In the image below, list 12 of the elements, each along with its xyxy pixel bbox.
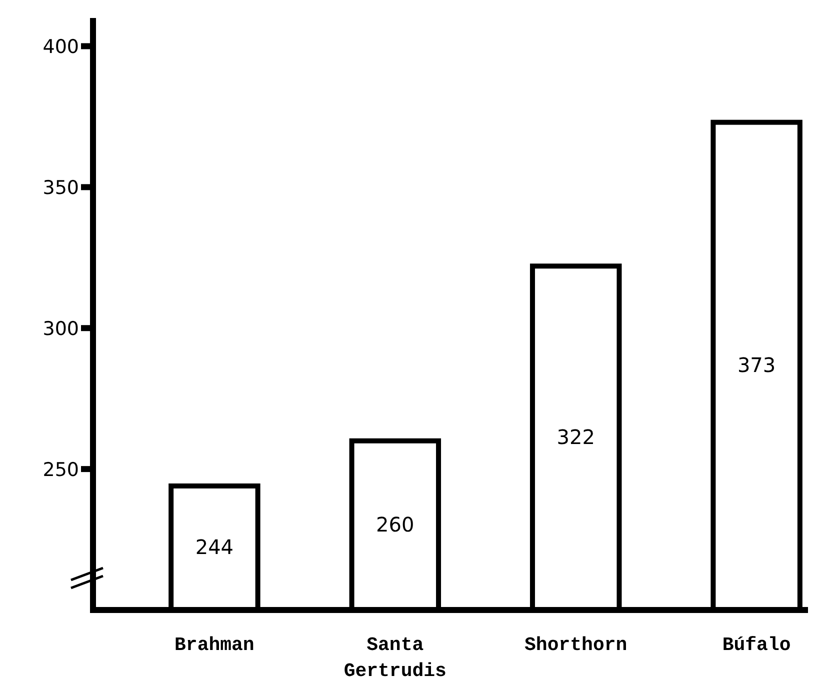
data-label: 260 (376, 512, 414, 536)
x-tick-label: Brahman (174, 634, 254, 656)
x-tick-label: Búfalo (722, 634, 791, 656)
y-tick-label: 350 (42, 177, 79, 200)
x-tick-label: Shorthorn (524, 634, 628, 656)
y-tick-label: 300 (42, 318, 79, 340)
x-tick-label: Santa Gertrudis (344, 634, 446, 682)
y-tick-label: 250 (42, 459, 79, 482)
y-tick-label: 400 (42, 36, 79, 58)
data-label: 244 (195, 534, 234, 559)
data-label: 373 (737, 353, 776, 378)
data-label: 322 (556, 425, 595, 450)
